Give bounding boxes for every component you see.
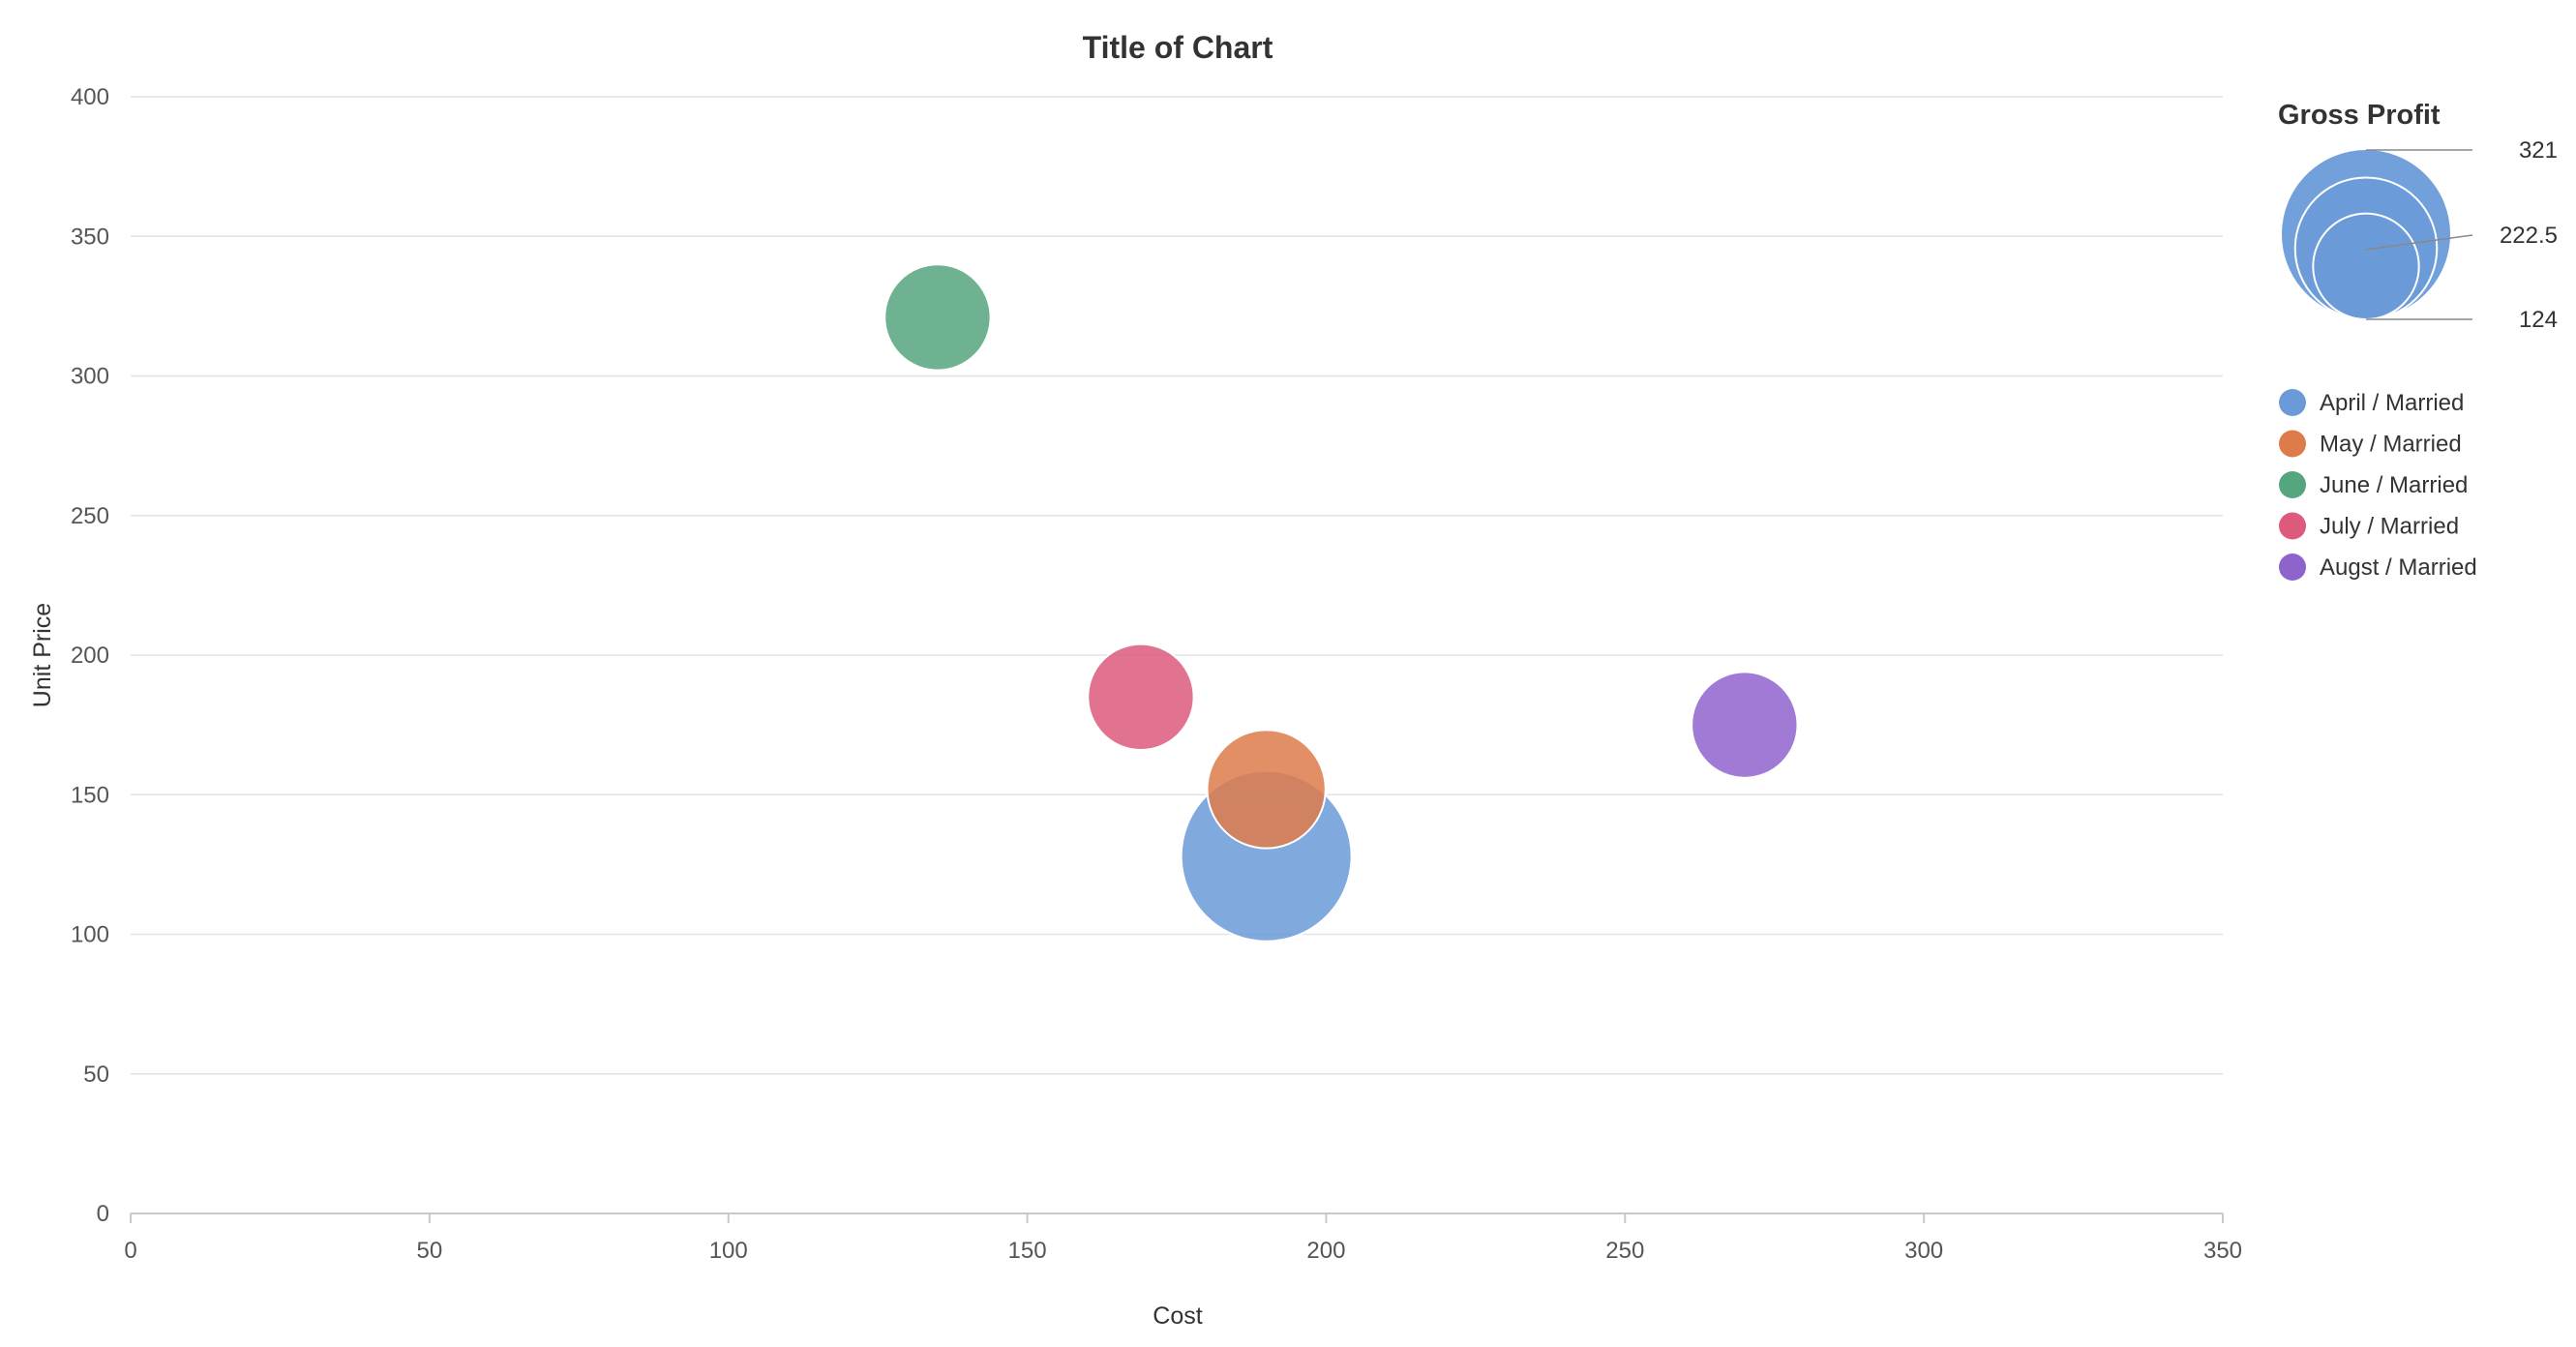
- y-tick-label: 250: [71, 503, 109, 529]
- bubbles: [884, 263, 1799, 943]
- legend-label: Augst / Married: [2320, 554, 2477, 581]
- size-legend-label: 222.5: [2500, 223, 2558, 249]
- bubble-augst-married: [1691, 671, 1799, 779]
- x-tick-label: 300: [1904, 1238, 1943, 1264]
- x-tick-label: 100: [709, 1238, 748, 1264]
- legend-swatch: [2279, 389, 2306, 416]
- x-tick-label: 50: [417, 1238, 443, 1264]
- size-legend-title: Gross Profit: [2278, 100, 2441, 131]
- y-tick-label: 0: [97, 1201, 109, 1227]
- x-tick-label: 0: [124, 1238, 136, 1264]
- bubble-may-married: [1206, 729, 1327, 850]
- axes: 0 50 100 150 200 250 300 350 400 0 50 100 150 200 250 3…: [71, 84, 2242, 1264]
- x-tick-label: 350: [2203, 1238, 2242, 1264]
- x-tick-label: 250: [1605, 1238, 1644, 1264]
- bubble-july-married: [1087, 643, 1195, 751]
- legend-label: July / Married: [2320, 514, 2459, 540]
- series-legend: April / Married May / Married June / Marri…: [2279, 389, 2477, 581]
- legend-label: June / Married: [2320, 472, 2468, 498]
- y-tick-label: 300: [71, 364, 109, 390]
- y-tick-label: 400: [71, 84, 109, 110]
- y-tick-label: 50: [83, 1062, 109, 1088]
- size-legend-leader: [2365, 234, 2473, 251]
- legend-label: May / Married: [2320, 432, 2462, 458]
- gridlines: [131, 96, 2223, 1075]
- y-tick-label: 150: [71, 782, 109, 808]
- size-legend-label: 321: [2519, 137, 2558, 164]
- y-tick-label: 100: [71, 922, 109, 948]
- x-tick-label: 200: [1306, 1238, 1345, 1264]
- y-axis-title: Unit Price: [29, 603, 56, 707]
- size-legend-label: 124: [2519, 307, 2558, 333]
- y-tick-label: 200: [71, 643, 109, 669]
- y-tick-label: 350: [71, 224, 109, 250]
- legend-swatch: [2279, 554, 2306, 581]
- bubble-june-married: [884, 263, 992, 372]
- x-tick-label: 150: [1008, 1238, 1047, 1264]
- legend-swatch: [2279, 471, 2306, 498]
- size-legend-circle: [2312, 212, 2420, 321]
- chart-title: Title of Chart: [1083, 30, 1273, 65]
- x-axis-title: Cost: [1153, 1302, 1202, 1330]
- legend-swatch: [2279, 512, 2306, 540]
- size-legend: Gross Profit 321 222.5 124: [2278, 100, 2558, 333]
- legend-label: April / Married: [2320, 390, 2464, 416]
- legend-swatch: [2279, 430, 2306, 458]
